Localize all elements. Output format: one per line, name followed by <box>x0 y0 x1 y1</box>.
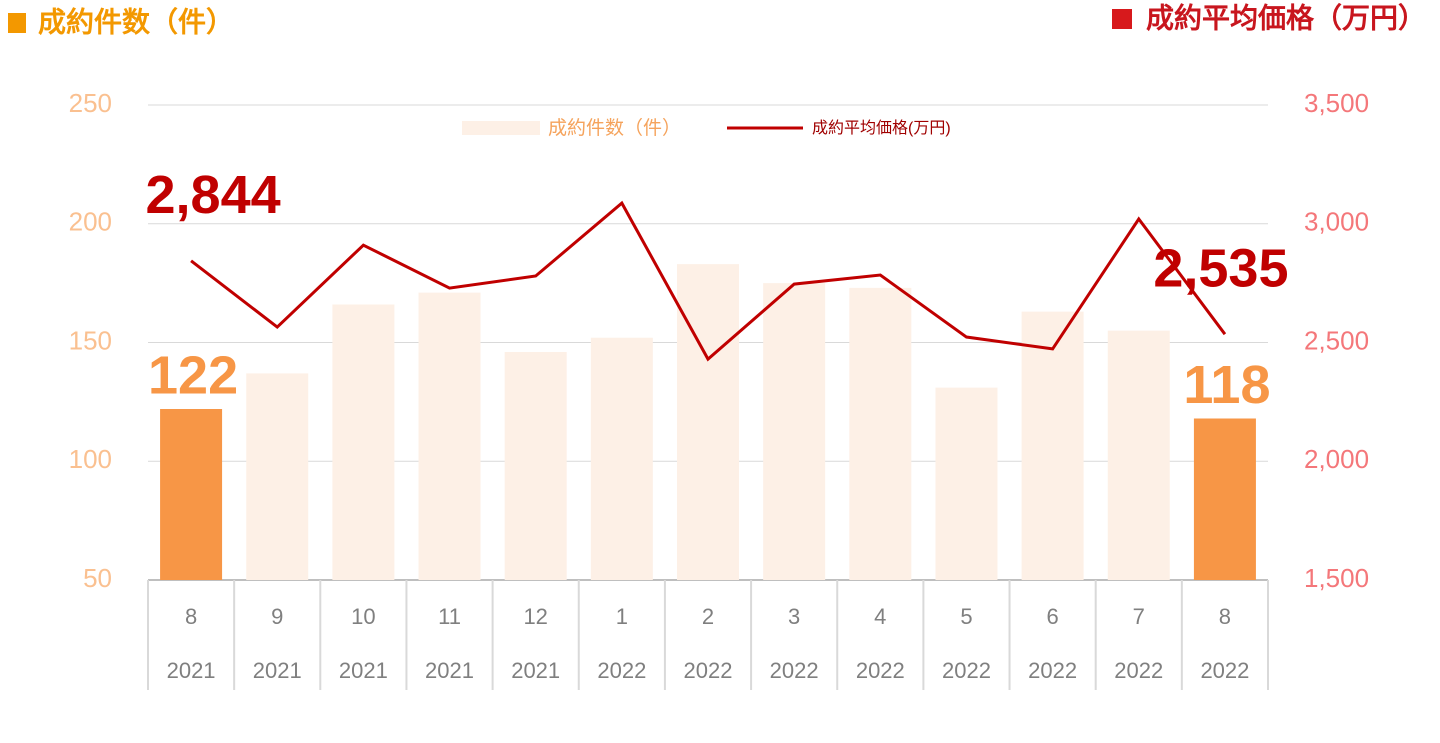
bar <box>935 387 998 580</box>
title-marker <box>1112 9 1132 29</box>
bar <box>1021 311 1084 580</box>
x-tick-label: 6 <box>1046 604 1058 629</box>
data-label: 2,535 <box>1153 238 1288 298</box>
x-tick-label: 3 <box>788 604 800 629</box>
x-tick-label: 2021 <box>511 658 560 683</box>
x-tick-label: 2022 <box>856 658 905 683</box>
line <box>190 200 1227 362</box>
y2-axis-title: 成約平均価格（万円） <box>1146 1 1426 33</box>
x-tick-label: 2022 <box>770 658 819 683</box>
x-tick-label: 12 <box>523 604 547 629</box>
x-tick-label: 11 <box>438 604 461 629</box>
bar <box>1107 330 1170 580</box>
x-tick-label: 7 <box>1133 604 1145 629</box>
y-tick-label: 50 <box>83 563 112 593</box>
bar <box>246 373 309 580</box>
x-tick-label: 2022 <box>684 658 733 683</box>
x-tick-label: 1 <box>616 604 628 629</box>
x-tick-label: 9 <box>271 604 283 629</box>
bar <box>849 287 912 580</box>
x-tick-label: 2022 <box>1200 658 1249 683</box>
x-tick-label: 2021 <box>425 658 474 683</box>
bar <box>1193 418 1256 580</box>
y-axis-title: 成約件数（件） <box>38 5 234 37</box>
bar <box>590 337 653 580</box>
x-tick-label: 5 <box>960 604 972 629</box>
y-tick-label: 200 <box>69 207 112 237</box>
bar <box>677 264 739 580</box>
bar <box>160 409 223 580</box>
y2-tick-label: 2,000 <box>1304 444 1369 474</box>
y2-tick-label: 3,000 <box>1304 207 1369 237</box>
y-tick-label: 250 <box>69 88 112 118</box>
x-tick-label: 2022 <box>942 658 991 683</box>
x-tick-label: 2022 <box>1028 658 1077 683</box>
x-tick-label: 2022 <box>1114 658 1163 683</box>
x-tick-label: 2021 <box>339 658 388 683</box>
x-tick-label: 10 <box>351 604 375 629</box>
y-tick-label: 150 <box>69 325 112 355</box>
bar <box>332 304 395 580</box>
bar <box>418 292 481 580</box>
y2-tick-label: 2,500 <box>1304 325 1369 355</box>
legend-label: 成約平均価格(万円) <box>812 119 951 137</box>
x-tick-label: 2022 <box>597 658 646 683</box>
x-tick-label: 2021 <box>167 658 216 683</box>
legend-swatch <box>462 121 540 135</box>
x-tick-label: 4 <box>874 604 886 629</box>
x-tick-label: 8 <box>185 604 197 629</box>
legend-label: 成約件数（件） <box>548 117 681 139</box>
x-tick-label: 8 <box>1219 604 1231 629</box>
y2-tick-label: 3,500 <box>1304 88 1369 118</box>
data-label: 2,844 <box>146 165 281 225</box>
title-marker <box>8 13 26 33</box>
y-tick-label: 100 <box>69 444 112 474</box>
x-tick-label: 2 <box>702 604 714 629</box>
bar <box>763 283 826 580</box>
data-label: 122 <box>148 345 238 405</box>
data-label: 118 <box>1183 355 1270 415</box>
bar <box>504 352 567 580</box>
y2-tick-label: 1,500 <box>1304 563 1369 593</box>
x-tick-label: 2021 <box>253 658 302 683</box>
